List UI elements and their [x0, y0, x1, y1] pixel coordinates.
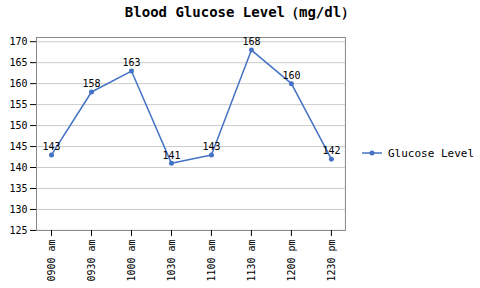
- svg-text:0900 am: 0900 am: [46, 239, 57, 281]
- svg-text:0930 am: 0930 am: [86, 239, 97, 281]
- svg-text:143: 143: [202, 141, 220, 152]
- svg-text:158: 158: [82, 78, 100, 89]
- svg-text:130: 130: [9, 204, 27, 215]
- svg-text:165: 165: [9, 57, 27, 68]
- svg-text:140: 140: [9, 162, 27, 173]
- svg-text:168: 168: [242, 36, 260, 47]
- svg-text:1200 pm: 1200 pm: [286, 239, 297, 281]
- svg-text:160: 160: [9, 78, 27, 89]
- svg-text:1230 pm: 1230 pm: [326, 239, 337, 281]
- svg-text:143: 143: [42, 141, 60, 152]
- svg-text:142: 142: [322, 145, 340, 156]
- svg-text:163: 163: [122, 57, 140, 68]
- svg-text:155: 155: [9, 99, 27, 110]
- svg-text:145: 145: [9, 141, 27, 152]
- svg-text:1100 am: 1100 am: [206, 239, 217, 281]
- svg-text:160: 160: [282, 70, 300, 81]
- svg-text:1030 am: 1030 am: [166, 239, 177, 281]
- svg-text:141: 141: [162, 150, 180, 161]
- svg-text:1130 am: 1130 am: [246, 239, 257, 281]
- svg-text:125: 125: [9, 225, 27, 236]
- svg-text:135: 135: [9, 183, 27, 194]
- html-text:Blood Glucose Level（mg/dl）: Blood Glucose Level（mg/dl）: [124, 4, 356, 20]
- html-text:Glucose Level: Glucose Level: [387, 147, 474, 160]
- svg-text:1000 am: 1000 am: [126, 239, 137, 281]
- svg-text:170: 170: [9, 36, 27, 47]
- svg-text:150: 150: [9, 120, 27, 131]
